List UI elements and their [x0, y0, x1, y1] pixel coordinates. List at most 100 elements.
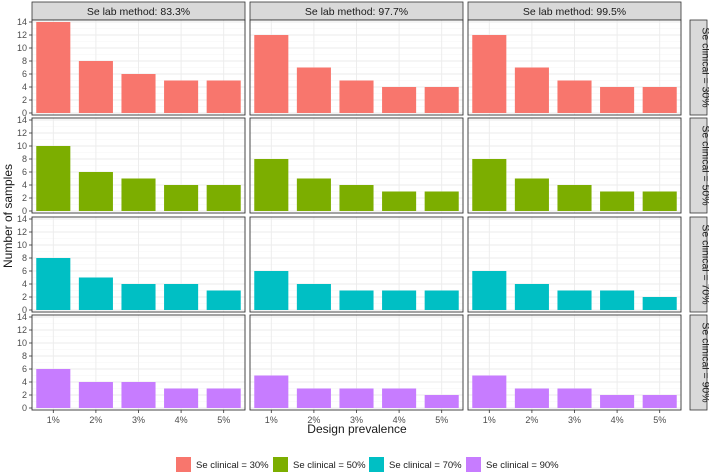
x-tick-label: 4% — [393, 415, 406, 425]
bar — [36, 258, 71, 310]
y-tick-label: 6 — [22, 167, 27, 177]
legend: Se clinical = 30% Se clinical = 50% Se cli… — [176, 457, 559, 472]
bar — [382, 87, 417, 113]
bar — [339, 80, 374, 113]
legend-swatch — [273, 457, 288, 472]
legend-item: Se clinical = 50% — [273, 457, 366, 472]
y-tick-label: 8 — [22, 56, 27, 66]
row-strip-label: Se clinical = 50% — [700, 125, 709, 205]
y-tick-label: 12 — [17, 227, 27, 237]
bar — [472, 35, 507, 113]
bar — [36, 22, 71, 113]
bar — [642, 395, 677, 408]
row-strip-label: Se clinical = 30% — [700, 27, 709, 107]
bar — [514, 284, 549, 310]
facet-panel — [31, 216, 246, 313]
bar — [339, 290, 374, 310]
bar — [472, 375, 507, 408]
panel-border — [467, 216, 682, 313]
bar — [557, 388, 592, 408]
bar — [254, 375, 289, 408]
bar — [78, 277, 113, 310]
bar — [164, 388, 199, 408]
bar — [424, 87, 459, 113]
x-tick-label: 2% — [307, 415, 320, 425]
facet-panel — [249, 216, 464, 313]
bar — [206, 388, 241, 408]
bar — [296, 388, 331, 408]
row-strip — [689, 314, 708, 411]
bar — [78, 61, 113, 113]
x-tick-label: 4% — [611, 415, 624, 425]
y-axis-title: Number of samples — [1, 164, 15, 268]
x-tick-label: 2% — [525, 415, 538, 425]
legend-swatch — [369, 457, 384, 472]
bar — [514, 178, 549, 211]
bar — [254, 159, 289, 211]
bar — [164, 284, 199, 310]
x-tick-label: 3% — [132, 415, 145, 425]
y-tick-label: 12 — [17, 325, 27, 335]
legend-item: Se clinical = 70% — [369, 457, 462, 472]
y-tick-label: 10 — [17, 43, 27, 53]
y-tick-label: 0 — [22, 206, 27, 216]
bar — [514, 67, 549, 113]
bar — [121, 284, 156, 310]
facet-panel — [31, 117, 246, 214]
y-tick-label: 14 — [17, 115, 27, 125]
bar — [382, 290, 417, 310]
y-tick-label: 0 — [22, 305, 27, 315]
facet-panel — [467, 216, 682, 313]
bar — [339, 185, 374, 211]
bar — [424, 191, 459, 211]
row-strip — [689, 19, 708, 116]
panel-border — [249, 216, 464, 313]
facet-panel — [249, 314, 464, 411]
bar — [164, 80, 199, 113]
bar — [36, 369, 71, 408]
bar — [557, 185, 592, 211]
x-tick-label: 5% — [217, 415, 230, 425]
bar — [472, 159, 507, 211]
legend-item: Se clinical = 30% — [176, 457, 269, 472]
bar — [78, 172, 113, 211]
bar — [254, 271, 289, 310]
legend-swatch — [466, 457, 481, 472]
bar — [206, 185, 241, 211]
x-tick-label: 5% — [435, 415, 448, 425]
bar — [382, 191, 417, 211]
bar — [642, 87, 677, 113]
y-tick-label: 6 — [22, 364, 27, 374]
y-tick-label: 10 — [17, 338, 27, 348]
bar — [36, 146, 71, 211]
y-tick-label: 14 — [17, 214, 27, 224]
bar — [339, 388, 374, 408]
facet-panel — [467, 314, 682, 411]
x-axis-title: Design prevalence — [307, 422, 407, 436]
panel-border — [31, 19, 246, 116]
panel-border — [467, 19, 682, 116]
bar — [296, 67, 331, 113]
bar — [296, 284, 331, 310]
row-strip — [689, 117, 708, 214]
bar — [472, 271, 507, 310]
x-tick-label: 5% — [653, 415, 666, 425]
bar — [296, 178, 331, 211]
bar — [121, 178, 156, 211]
y-tick-label: 2 — [22, 95, 27, 105]
y-tick-label: 0 — [22, 403, 27, 413]
panel-border — [467, 117, 682, 214]
x-tick-label: 3% — [568, 415, 581, 425]
x-tick-label: 1% — [483, 415, 496, 425]
bar — [78, 382, 113, 408]
bar — [642, 297, 677, 310]
y-tick-label: 2 — [22, 390, 27, 400]
y-tick-label: 4 — [22, 82, 27, 92]
legend-label: Se clinical = 50% — [293, 460, 366, 471]
bar — [121, 382, 156, 408]
bar — [424, 395, 459, 408]
bar — [600, 290, 635, 310]
y-tick-label: 2 — [22, 193, 27, 203]
bar — [557, 290, 592, 310]
y-tick-label: 12 — [17, 128, 27, 138]
